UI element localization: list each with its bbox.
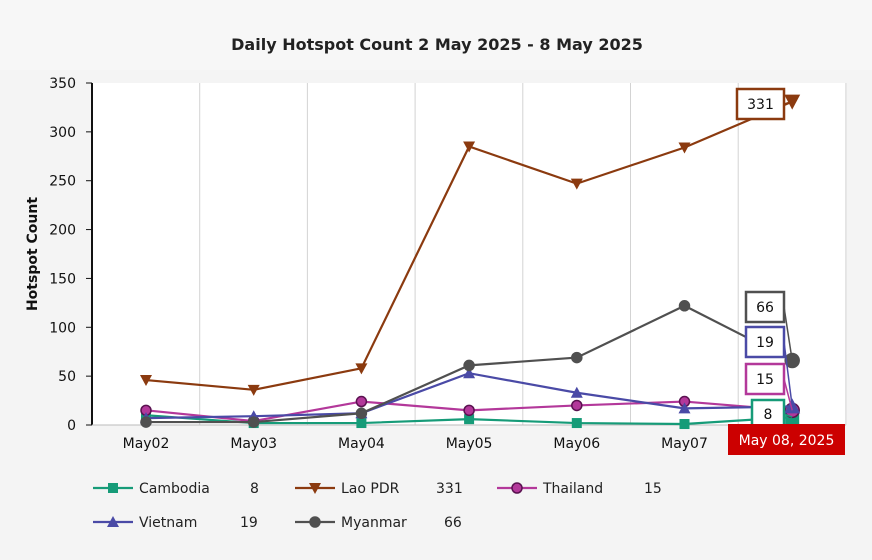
data-point-lao-pdr (678, 142, 691, 154)
x-tick-label: May03 (230, 436, 277, 452)
legend-label: Cambodia (139, 481, 210, 497)
data-point-vietnam (678, 402, 691, 414)
y-axis-label: Hotspot Count (25, 197, 41, 311)
data-point-lao-pdr (140, 375, 152, 387)
callout-box-cambodia (750, 398, 786, 430)
data-point-lao-pdr (463, 141, 476, 153)
legend-item-thailand[interactable]: Thailand 15 (497, 481, 662, 497)
callout-value-vietnam: 19 (756, 335, 774, 351)
data-point-myanmar (463, 359, 475, 372)
legend-label: Vietnam (139, 515, 197, 531)
callout-leader-vietnam (783, 341, 793, 407)
data-point-myanmar (247, 416, 260, 428)
legend-marker-lao-pdr (309, 483, 321, 494)
x-tick-label: May02 (123, 436, 170, 452)
x-tick-label: May06 (553, 436, 600, 452)
data-point-thailand (571, 399, 583, 412)
y-tick-label: 300 (49, 125, 76, 141)
data-point-cambodia (464, 414, 475, 425)
callout-box-lao-pdr (735, 87, 786, 121)
x-tick-label: May04 (338, 436, 385, 452)
legend-marker-thailand (511, 482, 523, 494)
data-point-myanmar (355, 407, 368, 420)
legend-item-lao-pdr[interactable]: Lao PDR 331 (295, 481, 463, 497)
y-tick-label: 50 (58, 369, 76, 385)
data-point-myanmar (140, 416, 152, 428)
legend-value: 8 (250, 481, 259, 497)
data-point-cambodia (679, 419, 690, 430)
callout-leader-lao-pdr (783, 100, 793, 105)
date-highlight-badge (728, 424, 845, 455)
y-tick-label: 250 (49, 174, 76, 190)
legend-marker-myanmar (309, 516, 321, 528)
data-point-myanmar (678, 300, 691, 312)
legend-label: Myanmar (341, 515, 407, 531)
x-tick-label: May07 (661, 436, 708, 452)
callout-box-vietnam (744, 325, 786, 359)
chart-title: Daily Hotspot Count 2 May 2025 - 8 May 2… (231, 35, 643, 54)
data-point-lao-pdr (355, 363, 368, 375)
callout-value-cambodia: 8 (764, 407, 773, 423)
y-tick-label: 350 (49, 76, 76, 92)
legend-label: Thailand (542, 481, 603, 497)
legend-item-myanmar[interactable]: Myanmar 66 (295, 515, 462, 531)
date-highlight-label: May 08, 2025 (739, 433, 835, 449)
legend-label: Lao PDR (341, 481, 400, 497)
callout-box-myanmar (744, 290, 786, 324)
data-point-thailand (463, 404, 475, 417)
data-point-myanmar (571, 351, 583, 364)
callout-leader-myanmar (783, 306, 793, 361)
callout-value-lao-pdr: 331 (747, 97, 774, 113)
callout-box-thailand (744, 362, 786, 396)
legend-value: 15 (644, 481, 662, 497)
data-point-cambodia (571, 418, 582, 429)
y-tick-label: 100 (49, 320, 76, 336)
y-tick-label: 200 (49, 223, 76, 239)
data-point-lao-pdr (247, 384, 260, 396)
legend-marker-vietnam (107, 516, 119, 527)
legend-value: 19 (240, 515, 258, 531)
y-tick-label: 0 (67, 418, 76, 434)
x-tick-label: May05 (446, 436, 493, 452)
legend: Cambodia 8 Lao PDR 331 Thailand 15 Vietnam 19 My… (93, 481, 662, 531)
callout-value-myanmar: 66 (756, 300, 774, 316)
data-point-vietnam (463, 367, 476, 379)
data-point-cambodia (356, 418, 367, 429)
legend-item-cambodia[interactable]: Cambodia 8 (93, 481, 259, 497)
legend-item-vietnam[interactable]: Vietnam 19 (93, 515, 258, 531)
title-band (0, 0, 872, 70)
legend-value: 66 (444, 515, 462, 531)
data-point-vietnam (570, 386, 583, 398)
data-point-thailand (355, 395, 368, 408)
y-tick-label: 150 (49, 271, 76, 287)
legend-value: 331 (436, 481, 463, 497)
data-point-lao-pdr (570, 178, 583, 190)
callout-leader-cambodia (783, 413, 793, 418)
callout-leader-thailand (783, 378, 793, 411)
plot-area: 0 50 100 150 200 250 300 350 May02 May03 May04 May0… (49, 76, 847, 455)
callout-value-thailand: 15 (756, 372, 774, 388)
legend-marker-cambodia (108, 483, 118, 493)
